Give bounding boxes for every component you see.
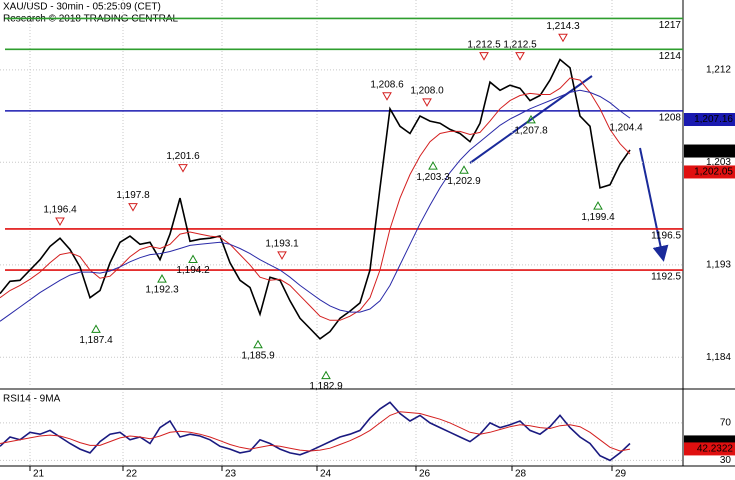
low-marker: [428, 161, 438, 170]
annotation-label: 1,187.4: [79, 335, 113, 346]
trend-line: [469, 75, 593, 164]
annotation-label: 1,193.1: [265, 238, 299, 249]
y-tick-label: 1,184: [706, 352, 731, 363]
annotation-label: 1,199.4: [581, 212, 615, 223]
y-tick-label: 70: [720, 418, 732, 429]
y-tick-label: 1,203: [706, 157, 731, 168]
low-marker: [91, 324, 101, 333]
low-marker: [157, 274, 167, 283]
level-label: 1214: [659, 51, 682, 62]
price-tag: [684, 113, 735, 127]
annotation-label: 1,185.9: [241, 350, 275, 361]
price-tag-label: 1,204.09: [694, 146, 733, 157]
annotation-label: 1,194.2: [176, 265, 210, 276]
price-tag-label: 1,207.16: [694, 114, 733, 125]
annotation-label: 1,182.9: [309, 381, 343, 392]
high-marker: [558, 33, 568, 43]
high-marker: [422, 98, 432, 107]
price-tag-label: 42.2322: [697, 444, 734, 455]
annotation-label: 1,212.5: [467, 39, 501, 50]
low-marker: [459, 165, 469, 174]
x-tick-label: 22: [126, 469, 138, 480]
x-tick-label: 29: [615, 469, 627, 480]
high-marker: [382, 92, 392, 101]
x-tick-label: 24: [320, 469, 332, 480]
high-marker: [277, 251, 287, 260]
y-tick-label: 1,193: [706, 260, 731, 271]
price-tag-label: 1,202.05: [694, 167, 733, 178]
price-tag: [684, 144, 735, 158]
annotation-label: 1,192.3: [145, 285, 179, 296]
y-tick-label: 30: [720, 455, 732, 466]
series-line: [0, 89, 631, 322]
annotation-label: 1,208.6: [370, 79, 404, 90]
annotation-label: 1,201.6: [166, 151, 200, 162]
annotation-label: 1,212.5: [503, 39, 537, 50]
x-tick-label: 21: [33, 469, 45, 480]
annotation-label: 1,202.9: [447, 176, 481, 187]
low-marker: [253, 339, 263, 349]
series-line: [0, 77, 631, 321]
rsi-title: RSI14 - 9MA: [3, 394, 61, 405]
x-tick-label: 28: [515, 469, 527, 480]
annotation-label: 1,214.3: [546, 21, 580, 32]
annotation-label: 1,208.0: [410, 86, 444, 97]
x-tick-label: 23: [225, 469, 237, 480]
low-marker: [188, 254, 198, 264]
high-marker: [515, 52, 525, 61]
level-label: 1192.5: [651, 272, 681, 283]
annotation-label: 1,203.3: [416, 172, 450, 183]
level-label: 1217: [659, 20, 682, 31]
price-tag: [684, 442, 735, 456]
forecast-arrow: [639, 147, 669, 262]
level-label: 1196.5: [651, 231, 681, 242]
y-tick-label: 1,212: [706, 64, 731, 75]
low-marker: [593, 201, 603, 210]
x-tick-label: 26: [419, 469, 431, 480]
annotation-label: 1,197.8: [116, 190, 150, 201]
annotation-label: 1,204.4: [609, 122, 643, 133]
annotation-label: 1,207.8: [514, 126, 548, 137]
high-marker: [55, 217, 65, 226]
high-marker: [128, 203, 138, 212]
low-marker: [526, 114, 536, 124]
annotation-label: 1,196.4: [43, 205, 77, 216]
high-marker: [479, 52, 489, 61]
price-tag-label: 49.7059: [697, 437, 734, 448]
level-label: 1208: [659, 113, 682, 124]
series-line: [0, 411, 631, 452]
price-tag: [684, 165, 735, 179]
high-marker: [178, 164, 188, 173]
low-marker: [321, 370, 331, 380]
chart-title: XAU/USD - 30min - 05:25:09 (CET): [3, 2, 161, 13]
